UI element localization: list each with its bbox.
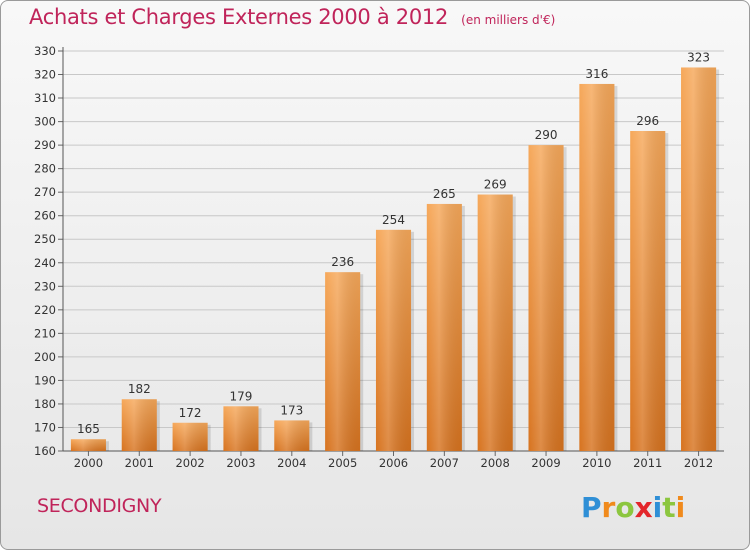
x-tick-label: 2005	[328, 456, 357, 470]
y-tick-label: 270	[34, 185, 56, 199]
value-label: 165	[77, 422, 100, 436]
bar-highlight	[325, 272, 361, 451]
value-label: 236	[331, 255, 354, 269]
value-labels: 165 182 172 179 173 236 254 265 269 290 316 296 323	[77, 50, 710, 436]
x-tick-label: 2003	[226, 456, 255, 470]
value-label: 254	[382, 213, 405, 227]
x-tick-label: 2002	[175, 456, 204, 470]
chart-unit: (en milliers d'€)	[461, 13, 556, 27]
y-tick-label: 330	[34, 44, 56, 58]
x-tick-label: 2011	[633, 456, 662, 470]
bar-highlight	[121, 399, 157, 451]
bars	[70, 67, 720, 452]
value-label: 265	[433, 187, 456, 201]
y-tick-label: 290	[34, 138, 56, 152]
value-label: 182	[128, 382, 151, 396]
y-tick-label: 160	[34, 444, 56, 458]
y-tick-label: 320	[34, 68, 56, 82]
value-label: 323	[687, 50, 710, 64]
y-tick-label: 200	[34, 350, 56, 364]
bar-highlight	[630, 131, 666, 451]
y-tick-label: 280	[34, 162, 56, 176]
proxiti-logo: Proxiti	[581, 491, 686, 524]
y-tick-label: 180	[34, 397, 56, 411]
chart-header: Achats et Charges Externes 2000 à 2012 (…	[29, 5, 555, 29]
x-tick-label: 2012	[684, 456, 713, 470]
x-tick-label: 2004	[277, 456, 306, 470]
y-tick-label: 210	[34, 326, 56, 340]
y-tick-label: 240	[34, 256, 56, 270]
value-label: 296	[636, 114, 659, 128]
y-tick-label: 220	[34, 303, 56, 317]
value-label: 269	[484, 178, 507, 192]
bar-highlight	[477, 194, 513, 451]
x-tick-label: 2000	[74, 456, 103, 470]
bar-highlight	[274, 420, 310, 451]
value-label: 316	[585, 67, 608, 81]
y-tick-label: 250	[34, 232, 56, 246]
x-tick-label: 2009	[531, 456, 560, 470]
bar-highlight	[70, 439, 106, 451]
tick-labels: 160 170 180 190 200 210 220 230 240 250 260 270 280 2…	[34, 44, 713, 470]
value-label: 173	[280, 403, 303, 417]
bar-highlight	[579, 83, 615, 452]
y-tick-label: 300	[34, 115, 56, 129]
y-tick-label: 170	[34, 420, 56, 434]
x-tick-label: 2001	[125, 456, 154, 470]
x-tick-label: 2010	[582, 456, 611, 470]
value-label: 172	[179, 406, 202, 420]
x-tick-label: 2006	[379, 456, 408, 470]
y-tick-label: 190	[34, 373, 56, 387]
y-tick-label: 230	[34, 279, 56, 293]
bar-highlight	[681, 67, 717, 452]
y-tick-label: 260	[34, 209, 56, 223]
bar-highlight	[375, 229, 412, 451]
x-tick-label: 2008	[481, 456, 510, 470]
x-tick-label: 2007	[430, 456, 459, 470]
value-label: 290	[535, 128, 558, 142]
bar-highlight	[528, 145, 564, 451]
value-label: 179	[230, 389, 253, 403]
commune-name: SECONDIGNY	[37, 495, 162, 517]
bar-highlight	[172, 422, 208, 451]
bar-highlight	[426, 203, 462, 451]
y-tick-label: 310	[34, 91, 56, 105]
bar-highlight	[223, 406, 259, 451]
chart-title: Achats et Charges Externes 2000 à 2012	[29, 5, 449, 29]
